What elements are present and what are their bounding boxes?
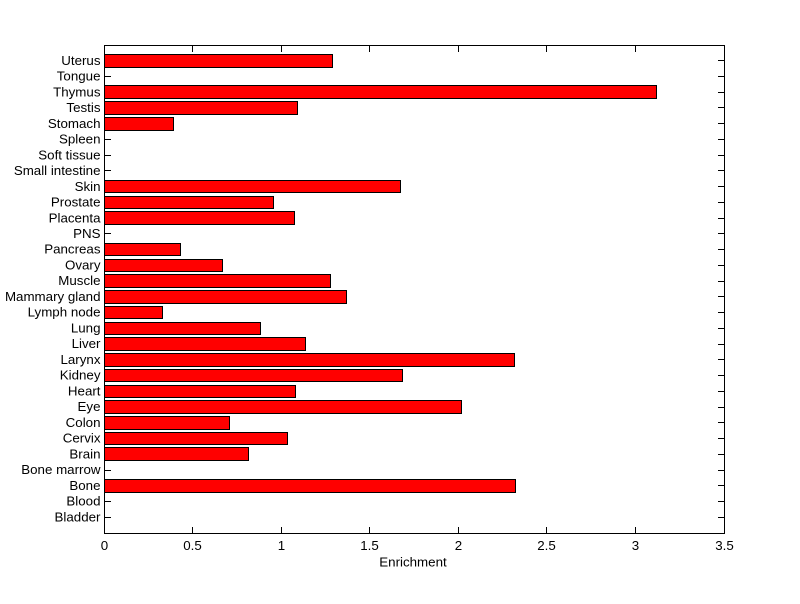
svg-text:Prostate: Prostate — [51, 195, 101, 210]
svg-text:Mammary gland: Mammary gland — [5, 289, 101, 304]
svg-text:Small intestine: Small intestine — [14, 163, 101, 178]
svg-text:Bone marrow: Bone marrow — [21, 462, 101, 477]
svg-text:Thymus: Thymus — [53, 84, 101, 99]
svg-text:Blood: Blood — [66, 494, 100, 509]
svg-text:Brain: Brain — [69, 446, 100, 461]
svg-text:Pancreas: Pancreas — [44, 242, 101, 257]
svg-text:Enrichment: Enrichment — [379, 555, 447, 570]
svg-text:Stomach: Stomach — [48, 116, 101, 131]
svg-text:0: 0 — [101, 538, 108, 553]
svg-text:Colon: Colon — [66, 415, 101, 430]
svg-text:Uterus: Uterus — [61, 53, 101, 68]
svg-text:2: 2 — [455, 538, 462, 553]
svg-text:3: 3 — [632, 538, 639, 553]
svg-text:Placenta: Placenta — [49, 210, 101, 225]
svg-text:Ovary: Ovary — [65, 258, 101, 273]
svg-text:Spleen: Spleen — [59, 132, 101, 147]
svg-text:Skin: Skin — [75, 179, 101, 194]
svg-text:Muscle: Muscle — [58, 273, 100, 288]
svg-text:Lung: Lung — [71, 321, 101, 336]
svg-text:Bone: Bone — [69, 478, 100, 493]
svg-text:0.5: 0.5 — [183, 538, 202, 553]
svg-text:Cervix: Cervix — [63, 431, 101, 446]
svg-text:Heart: Heart — [68, 383, 101, 398]
svg-text:Liver: Liver — [72, 336, 101, 351]
svg-text:1.5: 1.5 — [360, 538, 379, 553]
svg-text:Kidney: Kidney — [60, 368, 101, 383]
svg-text:Lymph node: Lymph node — [28, 305, 101, 320]
svg-text:Tongue: Tongue — [57, 69, 101, 84]
svg-text:Soft tissue: Soft tissue — [38, 147, 100, 162]
svg-text:Testis: Testis — [66, 100, 100, 115]
svg-text:PNS: PNS — [73, 226, 101, 241]
svg-text:Bladder: Bladder — [55, 509, 102, 524]
svg-text:Larynx: Larynx — [60, 352, 100, 367]
svg-text:Eye: Eye — [78, 399, 101, 414]
svg-text:3.5: 3.5 — [715, 538, 734, 553]
svg-text:2.5: 2.5 — [537, 538, 556, 553]
svg-text:1: 1 — [278, 538, 285, 553]
